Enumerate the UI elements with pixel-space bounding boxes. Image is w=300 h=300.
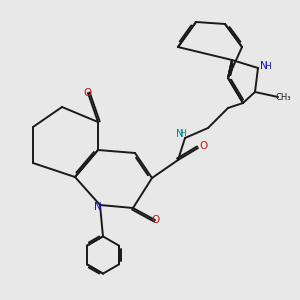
Text: CH₃: CH₃ [275,93,291,102]
Text: H: H [179,129,186,138]
Text: O: O [199,141,208,151]
Text: O: O [84,88,92,98]
Text: O: O [151,215,159,225]
Text: H: H [264,62,271,71]
Text: N: N [176,129,184,139]
Text: N: N [260,61,267,71]
Text: N: N [94,202,101,212]
